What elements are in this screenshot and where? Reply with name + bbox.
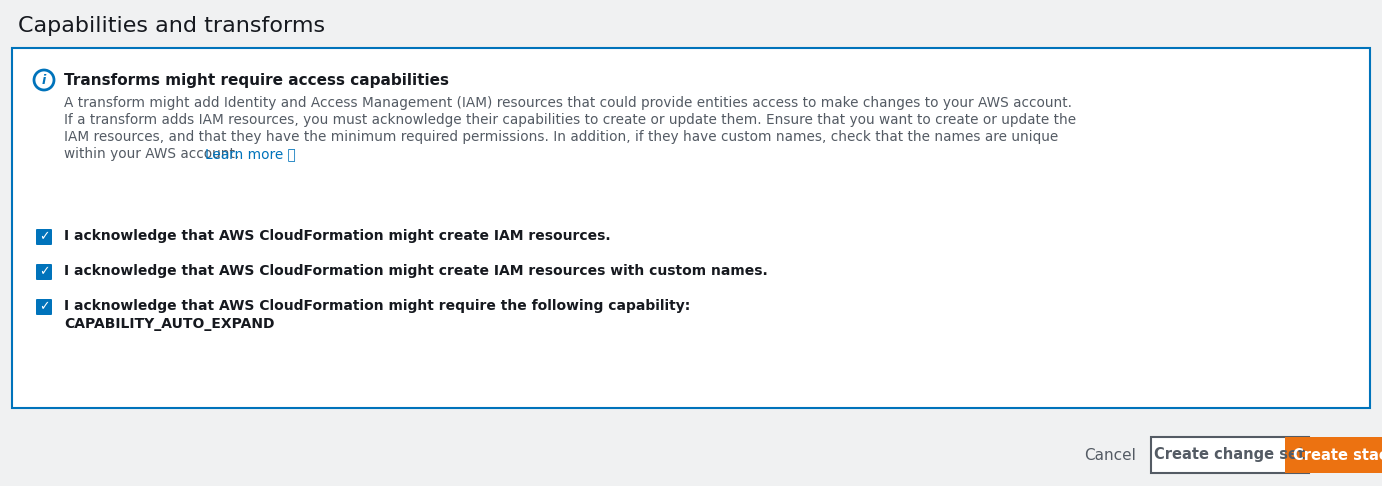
Text: If a transform adds IAM resources, you must acknowledge their capabilities to cr: If a transform adds IAM resources, you m… (64, 113, 1077, 127)
Text: Learn more ⧉: Learn more ⧉ (205, 147, 296, 161)
FancyBboxPatch shape (36, 229, 53, 245)
Text: I acknowledge that AWS CloudFormation might create IAM resources.: I acknowledge that AWS CloudFormation mi… (64, 229, 611, 243)
Text: ✓: ✓ (39, 300, 50, 313)
Text: Create stack: Create stack (1294, 448, 1382, 463)
Text: Cancel: Cancel (1083, 448, 1136, 463)
FancyBboxPatch shape (36, 264, 53, 280)
FancyBboxPatch shape (1285, 437, 1382, 473)
Text: I acknowledge that AWS CloudFormation might create IAM resources with custom nam: I acknowledge that AWS CloudFormation mi… (64, 264, 768, 278)
Text: CAPABILITY_AUTO_EXPAND: CAPABILITY_AUTO_EXPAND (64, 317, 275, 331)
Text: IAM resources, and that they have the minimum required permissions. In addition,: IAM resources, and that they have the mi… (64, 130, 1059, 144)
Text: Create change set: Create change set (1154, 448, 1306, 463)
FancyBboxPatch shape (12, 48, 1370, 408)
Text: ✓: ✓ (39, 230, 50, 243)
Text: Capabilities and transforms: Capabilities and transforms (18, 16, 325, 36)
Text: i: i (41, 73, 46, 87)
Text: I acknowledge that AWS CloudFormation might require the following capability:: I acknowledge that AWS CloudFormation mi… (64, 299, 690, 313)
Text: ✓: ✓ (39, 265, 50, 278)
Text: Transforms might require access capabilities: Transforms might require access capabili… (64, 73, 449, 88)
Text: A transform might add Identity and Access Management (IAM) resources that could : A transform might add Identity and Acces… (64, 96, 1072, 110)
FancyBboxPatch shape (1151, 437, 1309, 473)
Text: within your AWS account.: within your AWS account. (64, 147, 239, 161)
FancyBboxPatch shape (36, 299, 53, 315)
